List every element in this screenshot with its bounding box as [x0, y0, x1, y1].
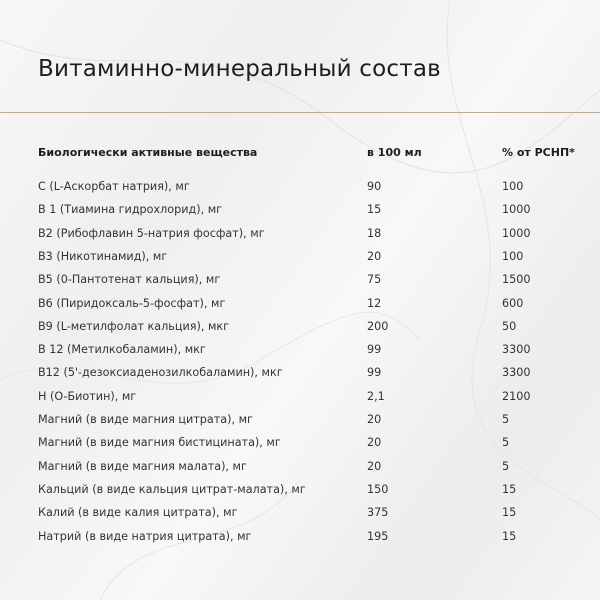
table-row: H (O-Биотин), мг 2,1 2100 [0, 390, 600, 410]
amount-per-100ml: 20 [367, 459, 382, 473]
table-row: Натрий (в виде натрия цитрата), мг 195 15 [0, 530, 600, 550]
substance-name: Кальций (в виде кальция цитрат-малата), … [38, 482, 306, 496]
percent-rsnp: 600 [502, 296, 524, 310]
substance-name: B5 (0-Пантотенат кальция), мг [38, 273, 221, 287]
divider [0, 112, 600, 113]
table-row: Магний (в виде магния малата), мг 20 5 [0, 460, 600, 480]
header-percent-rsnp: % от РСНП* [502, 146, 575, 159]
table-row: B 12 (Метилкобаламин), мкг 99 3300 [0, 343, 600, 363]
table-row: B9 (L-метилфолат кальция), мкг 200 50 [0, 320, 600, 340]
table-row: Магний (в виде магния цитрата), мг 20 5 [0, 413, 600, 433]
substance-name: H (O-Биотин), мг [38, 389, 137, 403]
amount-per-100ml: 90 [367, 180, 382, 193]
percent-rsnp: 15 [502, 529, 517, 543]
amount-per-100ml: 195 [367, 529, 389, 543]
amount-per-100ml: 375 [367, 506, 389, 520]
table-row: B12 (5'-дезоксиаденозилкобаламин), мкг 99… [0, 366, 600, 386]
amount-per-100ml: 12 [367, 296, 382, 310]
amount-per-100ml: 20 [367, 413, 382, 426]
substance-name: Магний (в виде магния малата), мг [38, 459, 247, 473]
amount-per-100ml: 15 [367, 203, 382, 217]
table-row: B6 (Пиридоксаль-5-фосфат), мг 12 600 [0, 297, 600, 317]
table-row: Калий (в виде калия цитрата), мг 375 15 [0, 506, 600, 526]
table-row: Кальций (в виде кальция цитрат-малата), … [0, 483, 600, 503]
amount-per-100ml: 20 [367, 436, 382, 450]
amount-per-100ml: 2,1 [367, 389, 385, 403]
substance-name: Натрий (в виде натрия цитрата), мг [38, 529, 252, 543]
amount-per-100ml: 200 [367, 319, 389, 333]
percent-rsnp: 5 [502, 459, 510, 473]
substance-name: B9 (L-метилфолат кальция), мкг [38, 319, 230, 333]
percent-rsnp: 5 [502, 413, 510, 426]
amount-per-100ml: 18 [367, 226, 382, 240]
percent-rsnp: 1000 [502, 203, 531, 217]
substance-name: B12 (5'-дезоксиаденозилкобаламин), мкг [38, 366, 283, 380]
substance-name: C (L-Аскорбат натрия), мг [38, 180, 190, 193]
substance-name: B 1 (Тиамина гидрохлорид), мг [38, 203, 223, 217]
amount-per-100ml: 99 [367, 366, 382, 380]
percent-rsnp: 2100 [502, 389, 531, 403]
percent-rsnp: 100 [502, 180, 524, 193]
header-substance: Биологически активные вещества [38, 146, 258, 159]
table-row: B2 (Рибофлавин 5-натрия фосфат), мг 18 100… [0, 227, 600, 247]
header-per-100ml: в 100 мл [367, 146, 422, 159]
percent-rsnp: 15 [502, 506, 517, 520]
table-row: B 1 (Тиамина гидрохлорид), мг 15 1000 [0, 203, 600, 223]
percent-rsnp: 5 [502, 436, 510, 450]
percent-rsnp: 100 [502, 249, 524, 263]
percent-rsnp: 3300 [502, 366, 531, 380]
page-title: Витаминно-минеральный состав [38, 56, 441, 82]
table-row: Магний (в виде магния бистицината), мг 20… [0, 436, 600, 456]
percent-rsnp: 1000 [502, 226, 531, 240]
percent-rsnp: 15 [502, 482, 517, 496]
substance-name: Калий (в виде калия цитрата), мг [38, 506, 238, 520]
amount-per-100ml: 99 [367, 343, 382, 357]
table-row: B5 (0-Пантотенат кальция), мг 75 1500 [0, 273, 600, 293]
percent-rsnp: 50 [502, 319, 517, 333]
amount-per-100ml: 20 [367, 249, 382, 263]
substance-name: B6 (Пиридоксаль-5-фосфат), мг [38, 296, 226, 310]
substance-name: B 12 (Метилкобаламин), мкг [38, 343, 206, 357]
substance-name: Магний (в виде магния цитрата), мг [38, 413, 253, 426]
amount-per-100ml: 150 [367, 482, 389, 496]
substance-name: Магний (в виде магния бистицината), мг [38, 436, 281, 450]
amount-per-100ml: 75 [367, 273, 382, 287]
substance-name: B2 (Рибофлавин 5-натрия фосфат), мг [38, 226, 265, 240]
percent-rsnp: 3300 [502, 343, 531, 357]
percent-rsnp: 1500 [502, 273, 531, 287]
table-row: C (L-Аскорбат натрия), мг 90 100 [0, 180, 600, 200]
table-row: B3 (Никотинамид), мг 20 100 [0, 250, 600, 270]
substance-name: B3 (Никотинамид), мг [38, 249, 168, 263]
